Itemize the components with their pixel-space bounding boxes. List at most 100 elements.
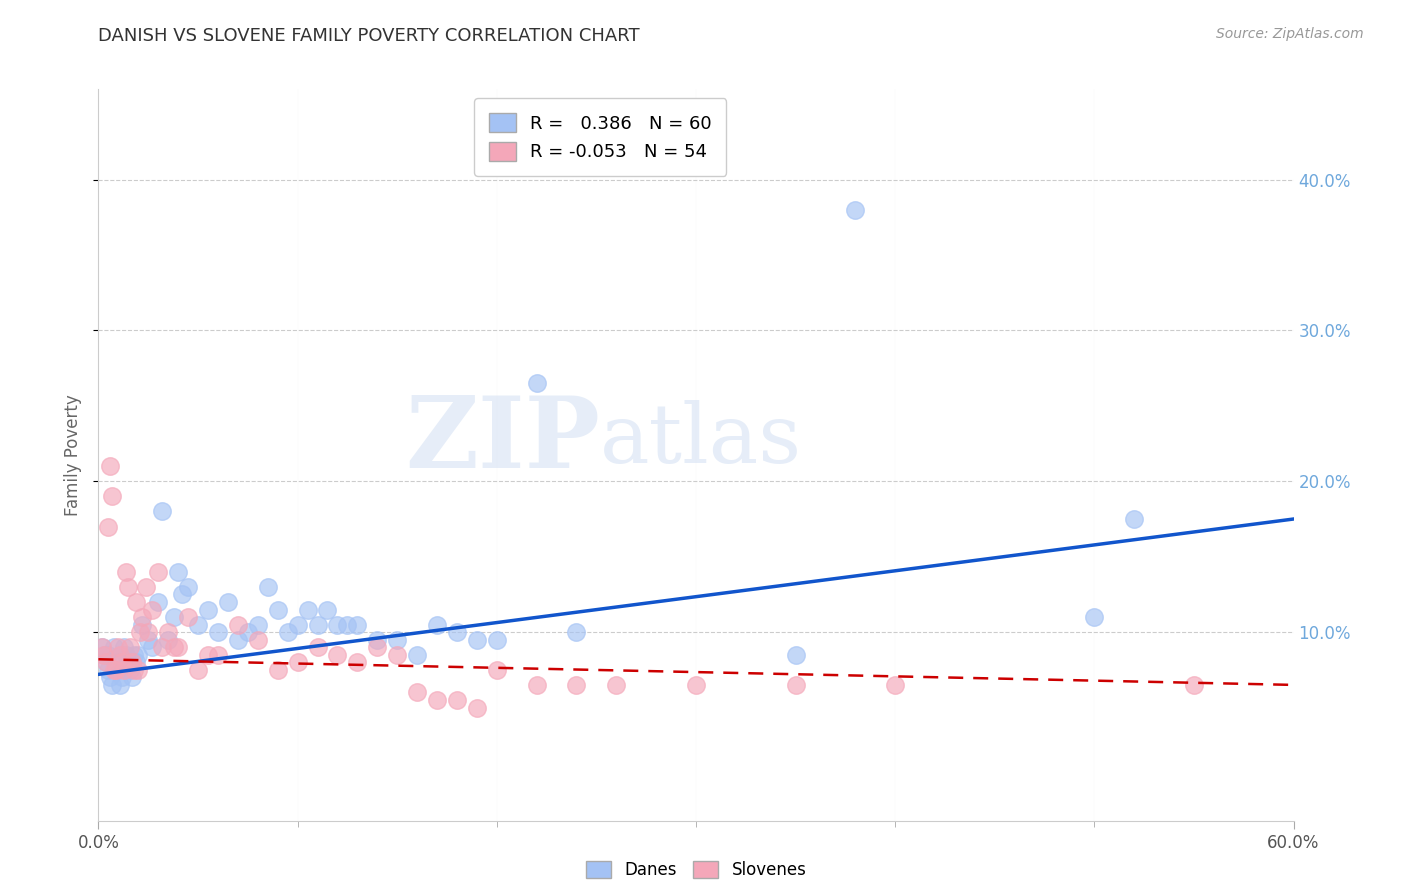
Point (97, 519, 120, 533)
Point (426, 617, 449, 632)
Point (605, 678, 627, 692)
Point (101, 678, 124, 692)
Text: atlas: atlas (600, 401, 803, 480)
Point (115, 565, 138, 579)
Point (177, 610, 200, 624)
Point (526, 376, 548, 391)
Point (267, 602, 290, 616)
Point (124, 648, 146, 662)
Point (136, 625, 159, 640)
Point (127, 663, 149, 677)
Point (187, 617, 209, 632)
Point (107, 640, 129, 655)
Point (267, 663, 290, 677)
Point (96, 655, 118, 669)
Point (385, 648, 409, 662)
Point (446, 625, 468, 640)
Point (135, 580, 157, 594)
Point (110, 648, 132, 662)
Point (785, 648, 807, 662)
Point (93, 648, 115, 662)
Point (131, 610, 153, 624)
Point (385, 632, 409, 647)
Point (103, 640, 125, 655)
Point (141, 602, 163, 616)
Point (117, 655, 139, 669)
Point (177, 580, 200, 594)
Point (446, 693, 468, 707)
Point (526, 678, 548, 692)
Point (115, 648, 138, 662)
Point (131, 617, 153, 632)
Text: DANISH VS SLOVENE FAMILY POVERTY CORRELATION CHART: DANISH VS SLOVENE FAMILY POVERTY CORRELA… (98, 27, 640, 45)
Point (844, 202, 866, 217)
Point (406, 648, 429, 662)
Point (236, 625, 259, 640)
Point (256, 580, 278, 594)
Point (129, 625, 152, 640)
Point (465, 700, 488, 714)
Point (97, 648, 120, 662)
Point (111, 655, 134, 669)
Point (97, 663, 120, 677)
Point (366, 640, 388, 655)
Point (167, 565, 190, 579)
Point (105, 655, 128, 669)
Point (785, 678, 807, 692)
Point (197, 602, 219, 616)
Point (163, 610, 186, 624)
Point (207, 625, 229, 640)
Point (120, 640, 142, 655)
Point (226, 632, 249, 647)
Point (485, 632, 508, 647)
Point (124, 663, 146, 677)
Point (163, 640, 186, 655)
Point (884, 678, 907, 692)
Point (121, 655, 143, 669)
Point (112, 663, 135, 677)
Point (100, 670, 122, 684)
Point (197, 648, 219, 662)
Point (426, 693, 449, 707)
Point (148, 595, 170, 609)
Point (141, 640, 163, 655)
Point (217, 595, 239, 609)
Point (148, 565, 170, 579)
Point (297, 602, 319, 616)
Legend: Danes, Slovenes: Danes, Slovenes (579, 854, 813, 886)
Point (346, 655, 368, 669)
Text: Source: ZipAtlas.com: Source: ZipAtlas.com (1216, 27, 1364, 41)
Point (485, 663, 508, 677)
Point (366, 632, 388, 647)
Point (107, 663, 129, 677)
Point (277, 625, 299, 640)
Point (112, 640, 135, 655)
Point (307, 640, 329, 655)
Point (246, 632, 269, 647)
Point (1083, 610, 1105, 624)
Point (287, 617, 309, 632)
Point (307, 617, 329, 632)
Point (125, 595, 148, 609)
Point (465, 632, 488, 647)
Point (91, 640, 114, 655)
Point (150, 640, 173, 655)
Point (346, 617, 368, 632)
Point (187, 663, 209, 677)
Point (101, 489, 124, 503)
Point (316, 602, 339, 616)
Point (100, 459, 122, 474)
Point (287, 655, 309, 669)
Point (326, 617, 349, 632)
Point (172, 587, 194, 601)
Point (157, 632, 180, 647)
Point (121, 670, 143, 684)
Point (125, 655, 148, 669)
Y-axis label: Family Poverty: Family Poverty (65, 394, 83, 516)
Point (685, 678, 707, 692)
Point (167, 640, 190, 655)
Point (93, 648, 115, 662)
Point (120, 663, 142, 677)
Point (326, 648, 349, 662)
Point (226, 617, 249, 632)
